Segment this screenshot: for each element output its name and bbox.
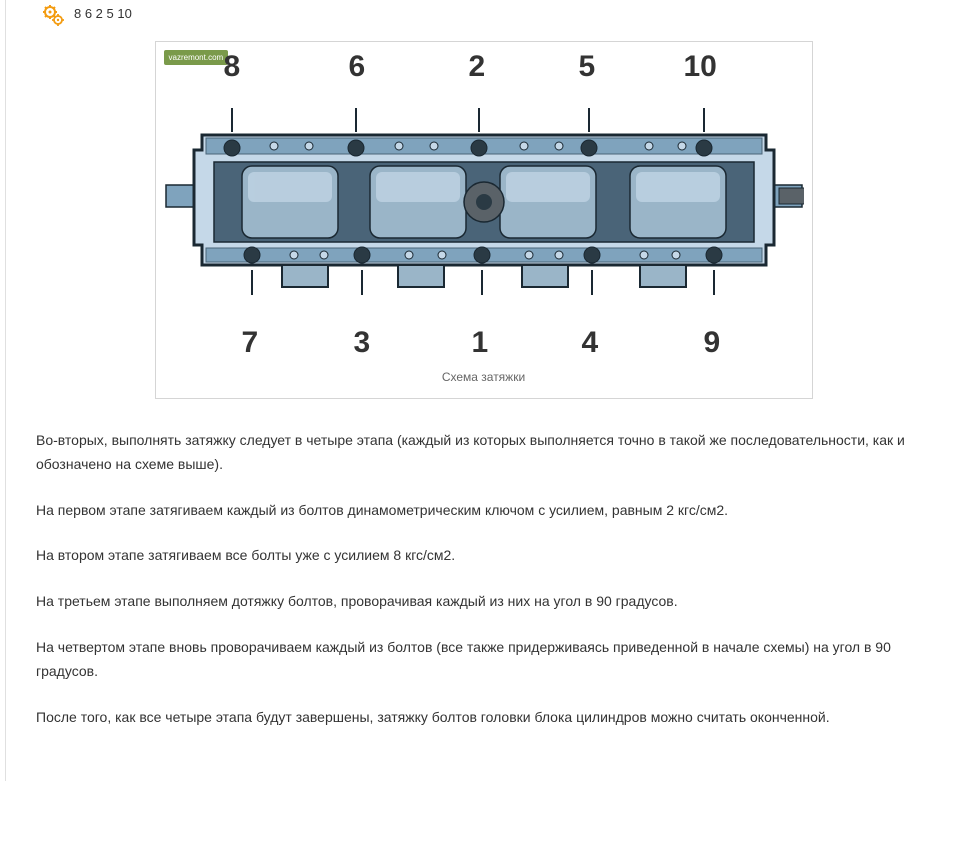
gear-icon: [42, 4, 66, 33]
paragraph: Во-вторых, выполнять затяжку следует в ч…: [36, 429, 931, 477]
bolt-label-bottom: 3: [354, 326, 371, 360]
article-body: Во-вторых, выполнять затяжку следует в ч…: [36, 399, 931, 729]
bolt-label-top: 5: [579, 50, 596, 84]
bolt-label-bottom: 1: [472, 326, 489, 360]
figure: vazremont.com: [36, 31, 931, 399]
figure-caption: Схема затяжки: [164, 360, 804, 390]
bolt-label-bottom: 7: [242, 326, 259, 360]
paragraph: На первом этапе затягиваем каждый из бол…: [36, 499, 931, 523]
top-numbers: 8 6 2 5 10: [74, 6, 132, 21]
paragraph: После того, как все четыре этапа будут з…: [36, 706, 931, 730]
bolt-label-top: 8: [224, 50, 241, 84]
bolt-label-top: 6: [349, 50, 366, 84]
engine-head-svg: [164, 90, 804, 310]
bolt-label-top: 2: [469, 50, 486, 84]
paragraph: На втором этапе затягиваем все болты уже…: [36, 544, 931, 568]
watermark: vazremont.com: [164, 50, 229, 65]
bolt-label-bottom: 9: [704, 326, 721, 360]
paragraph: На третьем этапе выполняем дотяжку болто…: [36, 590, 931, 614]
torque-diagram: vazremont.com: [164, 50, 804, 360]
bolt-label-top: 10: [684, 50, 717, 84]
paragraph: На четвертом этапе вновь проворачиваем к…: [36, 636, 931, 684]
bolt-label-bottom: 4: [582, 326, 599, 360]
